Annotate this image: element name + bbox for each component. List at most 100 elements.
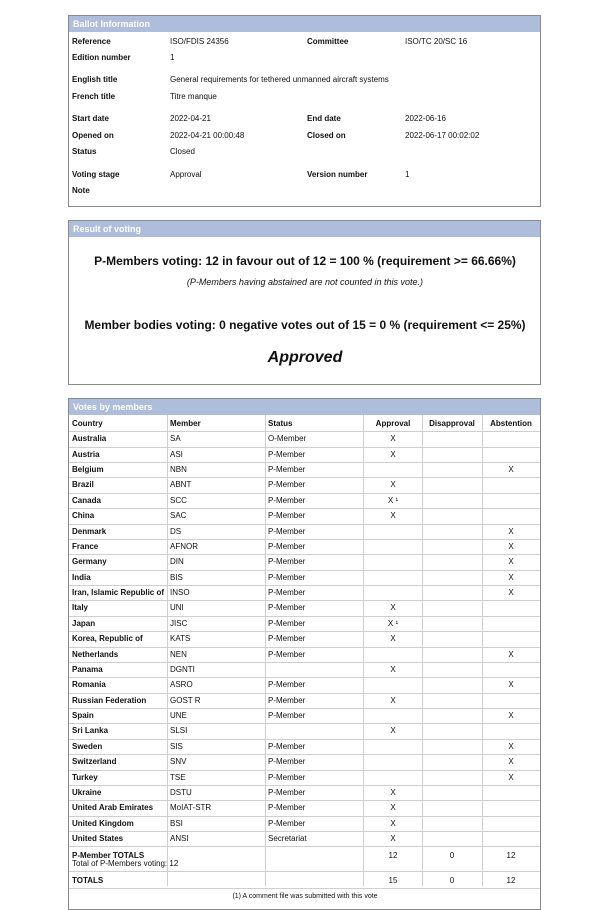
- row-divider: [69, 784, 540, 786]
- column-header: Status: [268, 419, 293, 428]
- field-value: 1: [405, 170, 410, 179]
- row-divider: [69, 523, 540, 525]
- vote-mark: X: [390, 511, 396, 521]
- cell: Panama: [72, 664, 103, 674]
- cell: ANSI: [170, 833, 189, 843]
- vote-mark: X: [508, 588, 514, 598]
- cell: P-Member: [268, 480, 306, 490]
- member-bodies-result: Member bodies voting: 0 negative votes o…: [84, 318, 526, 332]
- field-label: Start date: [72, 114, 109, 123]
- vote-mark: X: [390, 603, 396, 613]
- cell: Austria: [72, 449, 100, 459]
- cell: MoIAT-STR: [170, 803, 212, 813]
- field-label: Edition number: [72, 53, 131, 62]
- cell: P-Member: [268, 588, 306, 598]
- vote-mark: X: [508, 465, 514, 475]
- cell: Germany: [72, 557, 107, 567]
- column-header: Disapproval: [429, 419, 475, 428]
- field-value: 2022-04-21: [170, 114, 211, 123]
- row-divider: [69, 462, 540, 464]
- cell: GOST R: [170, 695, 201, 705]
- cell: O-Member: [268, 434, 307, 444]
- field-label: Voting stage: [72, 170, 120, 179]
- cell: SLSI: [170, 726, 188, 736]
- vote-mark: X: [390, 634, 396, 644]
- field-label: Closed on: [307, 131, 346, 140]
- cell: SA: [170, 434, 181, 444]
- vote-mark: X ¹: [387, 618, 399, 628]
- cell: UNE: [170, 711, 187, 721]
- cell: Spain: [72, 711, 94, 721]
- votes-by-members: Votes by members Country Member Status Appr…: [68, 398, 541, 910]
- row-divider: [69, 692, 540, 694]
- vote-mark: X: [390, 803, 396, 813]
- row-divider: [69, 646, 540, 648]
- cell: P-Member: [268, 649, 306, 659]
- field-label: Reference: [72, 37, 111, 46]
- vote-mark: X: [390, 787, 396, 797]
- field-label: Note: [72, 186, 90, 195]
- vote-mark: X ¹: [387, 495, 399, 505]
- cell: P-Member: [268, 695, 306, 705]
- cell: P-Member: [268, 572, 306, 582]
- column-divider: [482, 415, 483, 887]
- cell: BSI: [170, 818, 183, 828]
- vote-mark: X: [508, 772, 514, 782]
- field-label: Version number: [307, 170, 368, 179]
- cell: SCC: [170, 495, 187, 505]
- row-divider: [69, 631, 540, 633]
- row-divider: [69, 585, 540, 587]
- cell: Sri Lanka: [72, 726, 109, 736]
- cell: P-Member: [268, 526, 306, 536]
- cell: UNI: [170, 603, 184, 613]
- cell: Switzerland: [72, 757, 117, 767]
- cell: Brazil: [72, 480, 94, 490]
- field-value: Titre manque: [170, 92, 217, 101]
- column-divider: [422, 415, 423, 887]
- cell: DGNTI: [170, 664, 195, 674]
- cell: Belgium: [72, 465, 104, 475]
- row-divider: [69, 538, 540, 540]
- vote-mark: X: [390, 818, 396, 828]
- cell: China: [72, 511, 95, 521]
- totals-label: TOTALS: [72, 876, 104, 886]
- vote-mark: X: [508, 572, 514, 582]
- cell: United States: [72, 833, 124, 843]
- cell: TSE: [170, 772, 186, 782]
- vote-mark: X: [390, 726, 396, 736]
- total-value: 12: [506, 851, 516, 861]
- row-divider: [69, 754, 540, 756]
- column-divider: [167, 415, 168, 887]
- row-divider: [69, 477, 540, 479]
- row-divider: [69, 769, 540, 771]
- vote-mark: X: [508, 526, 514, 536]
- vote-mark: X: [508, 680, 514, 690]
- field-value: Closed: [170, 147, 195, 156]
- row-divider: [69, 677, 540, 679]
- cell: Netherlands: [72, 649, 119, 659]
- cell: Korea, Republic of: [72, 634, 143, 644]
- row-divider: [69, 508, 540, 510]
- cell: Italy: [72, 603, 89, 613]
- cell: P-Member: [268, 772, 306, 782]
- cell: ABNT: [170, 480, 192, 490]
- row-divider: [69, 815, 540, 817]
- row-divider: [69, 738, 540, 740]
- outcome: Approved: [267, 349, 343, 366]
- cell: JISC: [170, 618, 188, 628]
- section-header: Ballot Information: [69, 16, 540, 32]
- field-value: ISO/TC 20/SC 16: [405, 37, 468, 46]
- cell: India: [72, 572, 91, 582]
- field-label: Opened on: [72, 131, 114, 140]
- result-of-voting: Result of voting P-Members voting: 12 in…: [68, 220, 541, 385]
- p-totals-label: P-Member TOTALS: [72, 851, 145, 861]
- cell: P-Member: [268, 803, 306, 813]
- field-value: Approval: [170, 170, 202, 179]
- column-header: Country: [72, 419, 103, 428]
- field-label: Committee: [307, 37, 349, 46]
- cell: Secretariat: [268, 833, 307, 843]
- row-divider: [69, 888, 540, 890]
- cell: Russian Federation: [72, 695, 147, 705]
- cell: P-Member: [268, 787, 306, 797]
- cell: Turkey: [72, 772, 98, 782]
